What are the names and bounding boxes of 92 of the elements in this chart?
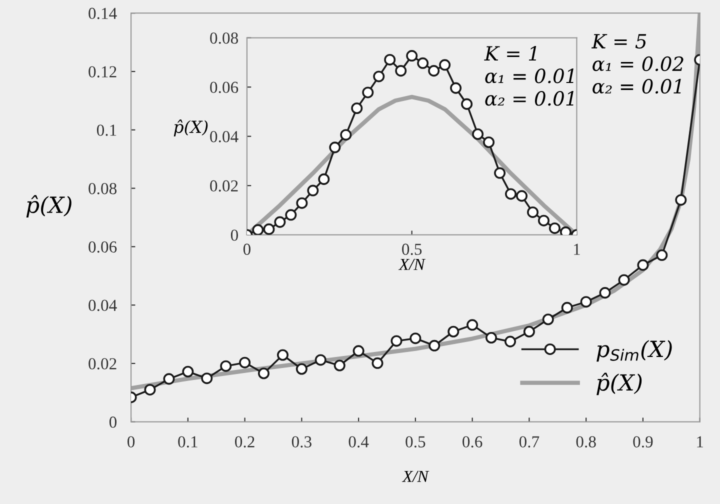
point — [276, 349, 289, 361]
x-axis-title: X/N — [398, 258, 426, 270]
point — [351, 102, 363, 114]
x-tick-label: 0 — [128, 436, 135, 448]
y-axis-title: p̂(X) — [26, 195, 72, 218]
y-tick-label: 0 — [230, 230, 238, 241]
point — [505, 188, 517, 200]
point — [220, 360, 232, 372]
y-tick-label: 0.04 — [210, 131, 238, 142]
point — [461, 98, 473, 110]
x-tick-label: 0.9 — [633, 436, 653, 448]
point — [362, 86, 374, 98]
x-tick-label: 0.1 — [178, 436, 198, 448]
x-tick-label: 0.3 — [292, 436, 312, 448]
point — [395, 65, 407, 77]
point — [296, 197, 308, 209]
point — [384, 54, 396, 66]
y-tick-label: 0.04 — [88, 300, 117, 312]
point — [274, 216, 286, 228]
point — [561, 302, 573, 314]
point — [163, 373, 175, 385]
point — [373, 70, 385, 82]
point — [428, 340, 440, 352]
y-tick-label: 0.12 — [88, 66, 116, 78]
point — [483, 136, 495, 148]
point — [542, 314, 554, 326]
point — [144, 384, 156, 396]
x-tick-label: 0.2 — [235, 436, 254, 448]
x-tick-label: 0.4 — [348, 436, 369, 448]
point — [252, 224, 264, 235]
x-tick-label: 0.5 — [402, 244, 422, 255]
y-tick-label: 0 — [109, 416, 117, 428]
point — [504, 336, 516, 348]
x-tick-label: 1 — [574, 244, 580, 255]
point — [439, 59, 451, 71]
y-axis-title: p̂(X) — [174, 120, 208, 136]
point — [307, 184, 319, 196]
point — [538, 214, 550, 226]
point — [406, 50, 418, 62]
point — [285, 209, 297, 221]
point — [548, 222, 560, 234]
point — [372, 357, 384, 369]
y-tick-label: 0.08 — [88, 182, 117, 194]
point — [675, 194, 687, 206]
y-tick-label: 0.08 — [210, 32, 238, 44]
point — [340, 129, 352, 141]
point — [494, 167, 506, 179]
point — [334, 360, 346, 372]
point — [466, 319, 478, 331]
point — [352, 345, 364, 357]
point — [239, 356, 251, 368]
point — [329, 142, 341, 154]
point — [526, 206, 539, 218]
x-tick-label: 0.6 — [462, 436, 482, 448]
point — [656, 249, 668, 261]
point — [417, 57, 429, 69]
point — [637, 259, 649, 271]
x-tick-label: 0 — [243, 244, 250, 255]
point — [618, 274, 630, 286]
point — [390, 335, 402, 347]
x-axis-title: X/N — [402, 470, 430, 482]
point — [523, 326, 535, 338]
y-tick-label: 0.02 — [88, 358, 116, 370]
point — [314, 354, 326, 366]
point — [410, 332, 422, 344]
point — [296, 363, 308, 375]
point — [428, 65, 440, 77]
legend-label: p$_{Sim}$(X) — [596, 340, 672, 362]
point — [450, 82, 462, 94]
y-tick-label: 0.06 — [88, 241, 117, 253]
y-tick-label: 0.1 — [96, 124, 116, 136]
x-tick-label: 0.5 — [406, 436, 426, 448]
y-tick-label: 0.14 — [88, 8, 117, 20]
annotation: K = 5 α₁ = 0.02 α₂ = 0.01 — [591, 34, 684, 94]
annotation: K = 1 α₁ = 0.01 α₂ = 0.01 — [484, 46, 574, 106]
point — [263, 223, 275, 235]
point — [472, 128, 484, 140]
point — [318, 173, 330, 185]
point — [201, 372, 213, 384]
point — [516, 190, 528, 202]
point — [448, 326, 460, 338]
y-tick-label: 0.02 — [210, 180, 238, 192]
x-tick-label: 1 — [697, 436, 704, 448]
y-tick-label: 0.06 — [210, 82, 238, 94]
x-tick-label: 0.8 — [576, 436, 596, 448]
x-tick-label: 0.7 — [519, 436, 540, 448]
point — [182, 366, 194, 378]
legend-label: p̂(X) — [596, 372, 642, 396]
point — [258, 368, 270, 380]
point — [485, 332, 498, 344]
point — [599, 287, 611, 299]
point — [580, 296, 592, 308]
